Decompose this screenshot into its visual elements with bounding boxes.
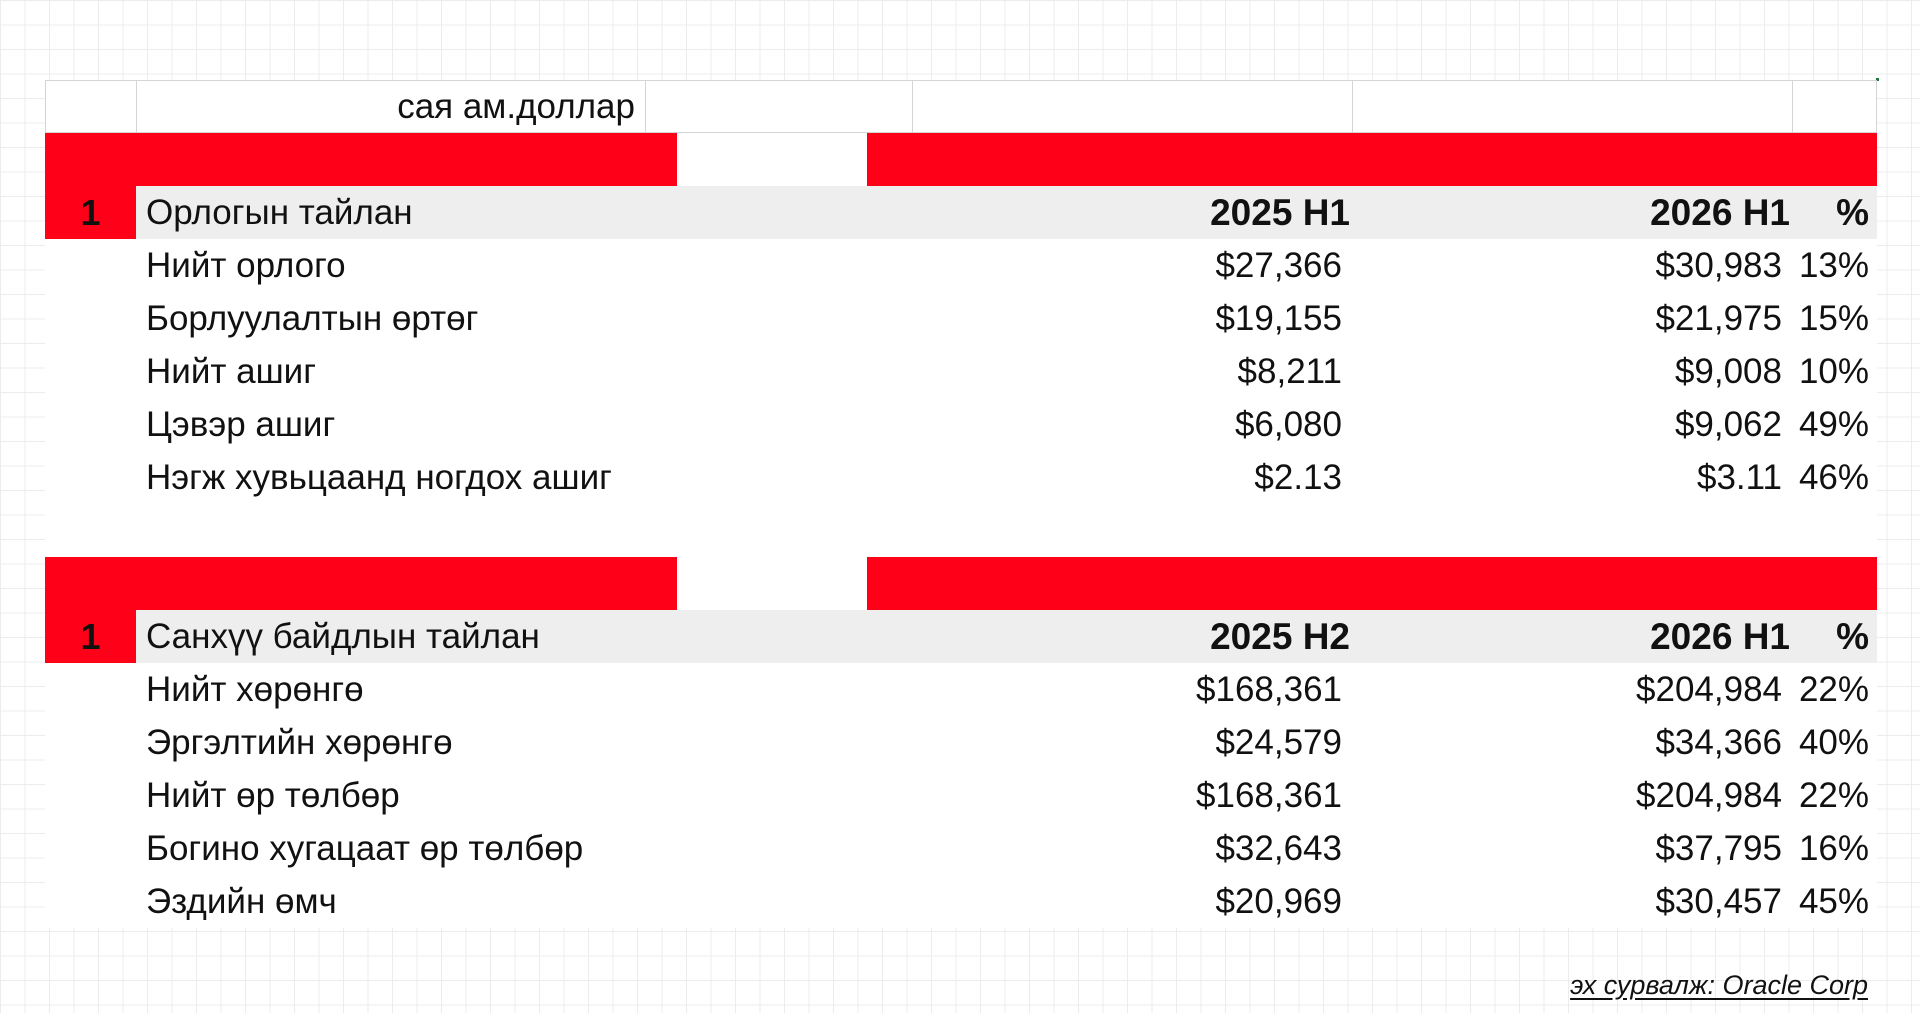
section-index: 1	[45, 610, 136, 663]
cell-selection-mark	[1876, 78, 1879, 81]
section-2-header-row: 1 Санхүү байдлын тайлан 2025 H2 2026 H1 …	[45, 610, 1877, 663]
value-col-2: $9,008	[1674, 351, 1782, 391]
section-header-bg: Орлогын тайлан	[136, 186, 1877, 239]
value-col-1: $2.13	[1254, 457, 1342, 497]
row-label: Нийт хөрөнгө	[146, 669, 364, 709]
row-label: Нийт өр төлбөр	[146, 775, 400, 815]
value-pct: 10%	[1798, 351, 1869, 391]
value-col-1: $20,969	[1215, 881, 1342, 921]
value-col-1: $6,080	[1234, 404, 1342, 444]
value-col-2: $30,457	[1655, 881, 1782, 921]
value-pct: 45%	[1798, 881, 1869, 921]
section-1-header-row: 1 Орлогын тайлан 2025 H1 2026 H1 %	[45, 186, 1877, 239]
unit-cell: сая ам.доллар	[136, 80, 645, 133]
value-col-2: $34,366	[1655, 722, 1782, 762]
table-row: Борлуулалтын өртөг $19,155 $21,975 15%	[45, 292, 1877, 345]
column-header-1: 2025 H2	[1210, 615, 1350, 657]
section-title: Санхүү байдлын тайлан	[146, 616, 540, 656]
financial-table-sheet: сая ам.доллар 1 Орлогын тайлан 2025 H1 2…	[45, 78, 1879, 928]
row-label: Богино хугацаат өр төлбөр	[146, 828, 584, 868]
value-col-1: $8,211	[1237, 351, 1342, 391]
value-col-2: $37,795	[1655, 828, 1782, 868]
value-col-2: $3.11	[1697, 457, 1782, 497]
unit-row-blank-cell	[1352, 80, 1792, 133]
value-pct: 40%	[1798, 722, 1869, 762]
value-col-1: $168,361	[1196, 669, 1342, 709]
value-col-1: $19,155	[1215, 298, 1342, 338]
unit-row-blank-cell	[1792, 80, 1877, 133]
row-label: Борлуулалтын өртөг	[146, 298, 479, 338]
value-col-1: $27,366	[1215, 245, 1342, 285]
table-row: Эргэлтийн хөрөнгө $24,579 $34,366 40%	[45, 716, 1877, 769]
row-label: Нийт орлого	[146, 245, 346, 285]
column-header-2: 2026 H1	[1650, 191, 1790, 233]
value-pct: 22%	[1798, 669, 1869, 709]
value-pct: 22%	[1798, 775, 1869, 815]
unit-label: сая ам.доллар	[397, 86, 635, 126]
column-header-2: 2026 H1	[1650, 615, 1790, 657]
value-col-1: $168,361	[1196, 775, 1342, 815]
section-1-red-band	[45, 133, 1877, 186]
value-pct: 16%	[1798, 828, 1869, 868]
row-label: Цэвэр ашиг	[146, 404, 336, 444]
red-band-left	[45, 557, 677, 610]
source-caption: эх сурвалж: Oracle Corp	[1570, 970, 1868, 1000]
section-index: 1	[45, 186, 136, 239]
value-col-2: $21,975	[1655, 298, 1782, 338]
unit-row-blank-cell	[645, 80, 912, 133]
section-title: Орлогын тайлан	[146, 192, 413, 232]
red-band-left	[45, 133, 677, 186]
value-col-2: $30,983	[1655, 245, 1782, 285]
column-header-pct: %	[1836, 191, 1869, 233]
red-band-right	[867, 133, 1877, 186]
row-label: Нийт ашиг	[146, 351, 316, 391]
unit-row: сая ам.доллар	[45, 80, 1877, 133]
table-row: Нийт хөрөнгө $168,361 $204,984 22%	[45, 663, 1877, 716]
section-header-bg: Санхүү байдлын тайлан	[136, 610, 1877, 663]
red-band-right	[867, 557, 1877, 610]
row-label: Нэгж хувьцаанд ногдох ашиг	[146, 457, 612, 497]
column-header-pct: %	[1836, 615, 1869, 657]
value-col-2: $204,984	[1636, 775, 1782, 815]
table-row: Нэгж хувьцаанд ногдох ашиг $2.13 $3.11 4…	[45, 451, 1877, 504]
value-pct: 15%	[1798, 298, 1869, 338]
value-col-1: $24,579	[1215, 722, 1342, 762]
table-row: Цэвэр ашиг $6,080 $9,062 49%	[45, 398, 1877, 451]
row-label: Эздийн өмч	[146, 881, 337, 921]
unit-row-index-cell	[45, 80, 136, 133]
table-row: Богино хугацаат өр төлбөр $32,643 $37,79…	[45, 822, 1877, 875]
value-pct: 13%	[1798, 245, 1869, 285]
value-pct: 46%	[1798, 457, 1869, 497]
section-2-red-band	[45, 557, 1877, 610]
table-row: Нийт ашиг $8,211 $9,008 10%	[45, 345, 1877, 398]
table-row: Нийт орлого $27,366 $30,983 13%	[45, 239, 1877, 292]
row-label: Эргэлтийн хөрөнгө	[146, 722, 453, 762]
value-col-2: $9,062	[1674, 404, 1782, 444]
value-pct: 49%	[1798, 404, 1869, 444]
table-row: Нийт өр төлбөр $168,361 $204,984 22%	[45, 769, 1877, 822]
unit-row-blank-cell	[912, 80, 1352, 133]
column-header-1: 2025 H1	[1210, 191, 1350, 233]
value-col-2: $204,984	[1636, 669, 1782, 709]
table-row: Эздийн өмч $20,969 $30,457 45%	[45, 875, 1877, 928]
value-col-1: $32,643	[1215, 828, 1342, 868]
